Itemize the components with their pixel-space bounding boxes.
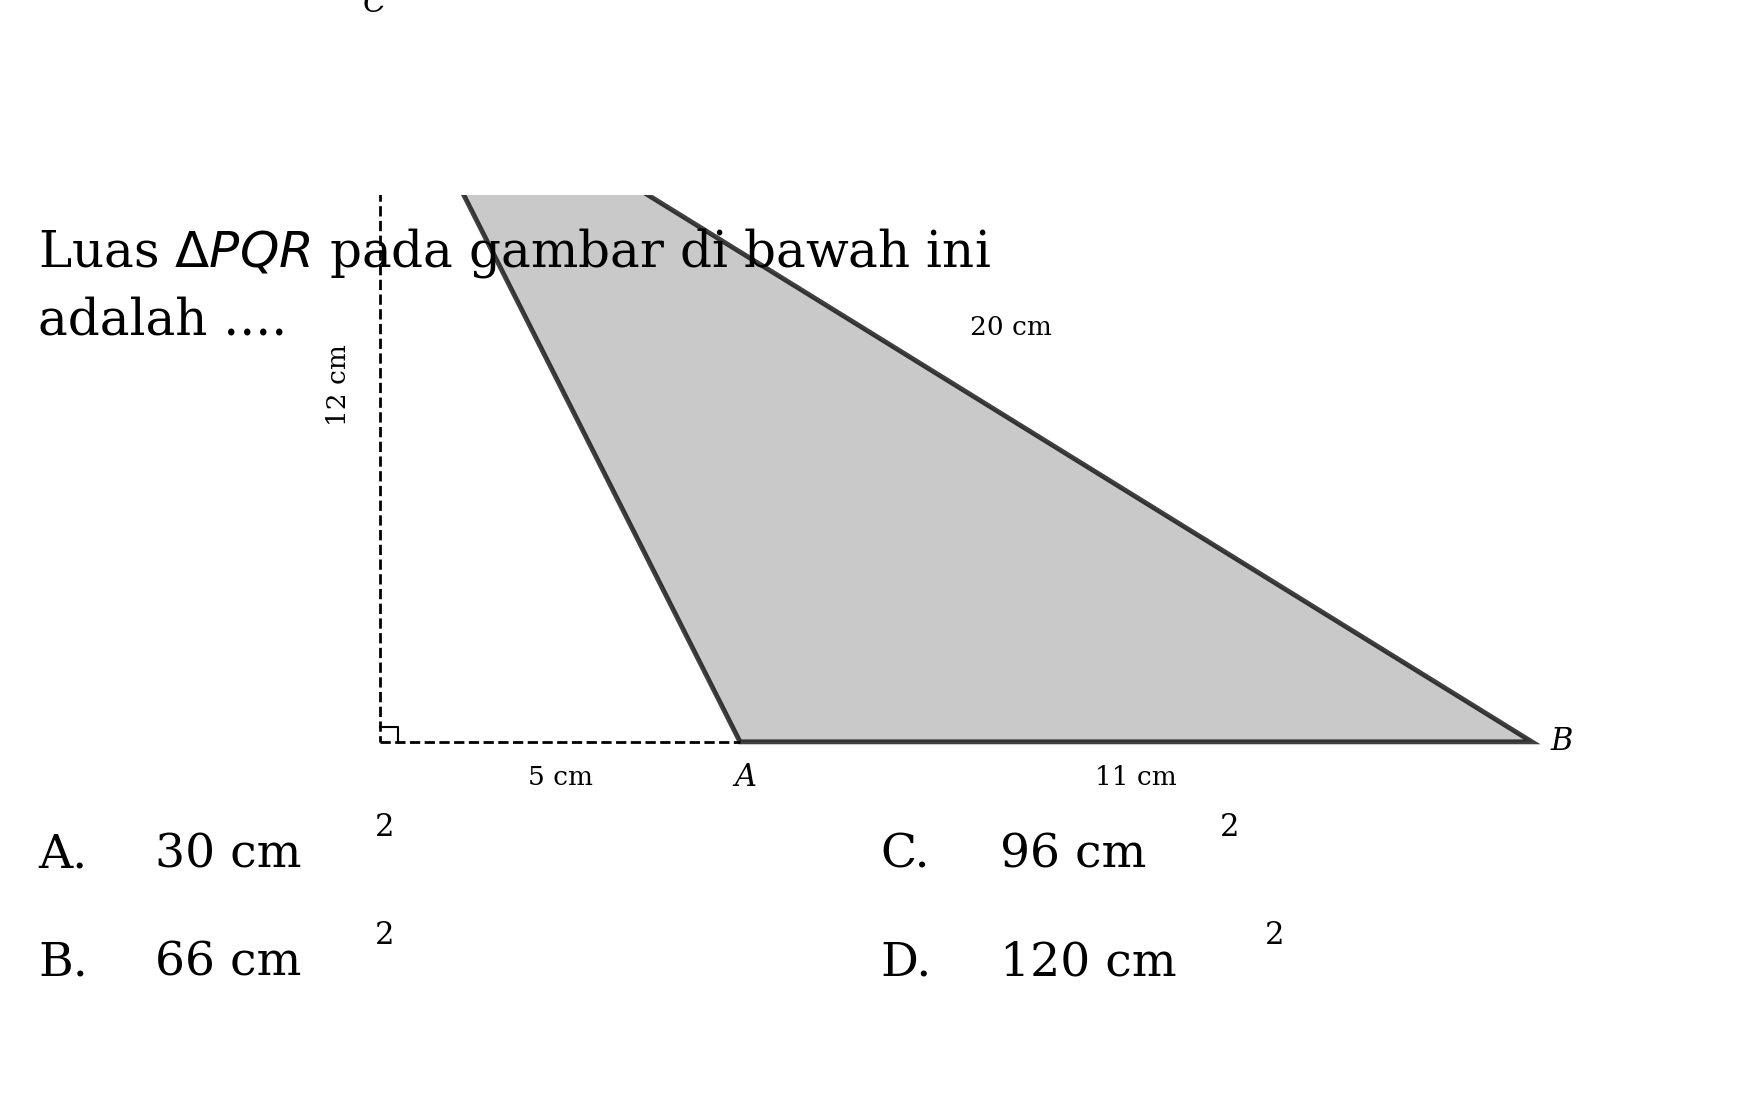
Text: B: B [1549,727,1572,757]
Text: 30 cm: 30 cm [155,833,301,878]
Text: 120 cm: 120 cm [999,939,1177,985]
Text: 2: 2 [376,919,395,951]
Text: 11 cm: 11 cm [1095,765,1177,790]
Text: Luas $\Delta PQR$ pada gambar di bawah ini: Luas $\Delta PQR$ pada gambar di bawah i… [38,226,991,280]
Text: 5 cm: 5 cm [528,765,592,790]
Text: 12 cm: 12 cm [326,345,350,426]
Text: adalah ....: adalah .... [38,296,287,346]
Text: A: A [735,762,756,794]
Text: 2: 2 [1220,812,1240,844]
Text: 2: 2 [1264,919,1283,951]
Text: A.: A. [38,833,87,878]
Text: 96 cm: 96 cm [999,833,1146,878]
Text: B.: B. [38,939,87,985]
Text: C: C [364,0,387,19]
Polygon shape [380,29,1532,742]
Text: D.: D. [879,939,931,985]
Text: 66 cm: 66 cm [155,939,301,985]
Text: 20 cm: 20 cm [970,315,1052,341]
Text: 2: 2 [376,812,395,844]
Text: C.: C. [879,833,930,878]
